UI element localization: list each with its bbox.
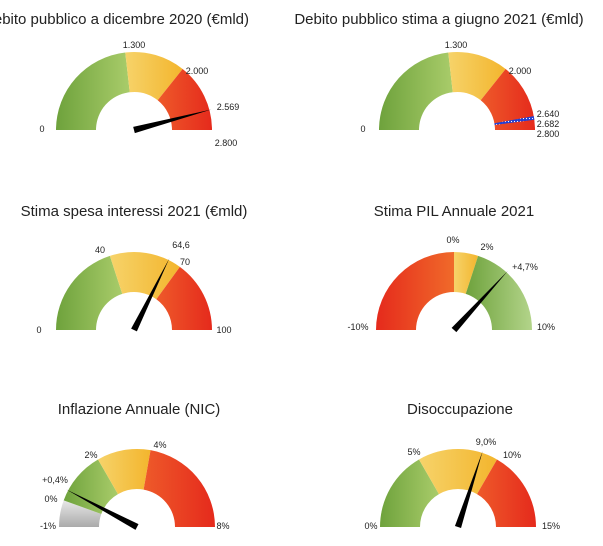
gauge-debito-dicembre: Debito pubblico a dicembre 2020 (€mld) 0… <box>0 11 249 148</box>
tick-label-40: 40 <box>95 245 105 255</box>
tick-label-1300: 1.300 <box>445 40 468 50</box>
gauge-band-red <box>376 252 454 330</box>
gauge-needle <box>66 489 139 530</box>
gauge-title: Disoccupazione <box>407 401 513 418</box>
gauge-band-yellow <box>454 252 479 294</box>
tick-label-5: 5% <box>407 447 420 457</box>
gauge-band-yellow <box>125 52 183 101</box>
tick-label-2000: 2.000 <box>186 66 209 76</box>
tick-label-max: 2.800 <box>215 138 238 148</box>
gauge-needles <box>451 270 508 333</box>
gauge-band-yellow <box>448 52 506 101</box>
gauge-bands <box>376 252 532 330</box>
gauge-bands <box>379 52 535 130</box>
extra-label-2682: 2.682 <box>537 119 560 129</box>
needle-label: +0,4% <box>42 475 68 485</box>
gauge-needle <box>451 270 508 333</box>
needle-label: 9,0% <box>476 437 497 447</box>
tick-label-min: 0 <box>360 124 365 134</box>
gauge-needles <box>133 109 212 134</box>
needle-label: +4,7% <box>512 262 538 272</box>
tick-label-0: 0% <box>44 494 57 504</box>
tick-label-max: 10% <box>537 322 555 332</box>
gauge-needles <box>454 450 483 528</box>
gauge-bands <box>56 252 212 330</box>
tick-label-max: 15% <box>542 521 560 531</box>
tick-label-min: 0 <box>36 325 41 335</box>
gauge-title: Inflazione Annuale (NIC) <box>58 401 221 418</box>
gauge-band-red <box>477 459 536 527</box>
tick-label-4: 4% <box>153 440 166 450</box>
gauge-highlight-band <box>494 116 535 125</box>
gauge-highlight <box>494 116 535 125</box>
gauge-band-red <box>157 69 212 130</box>
tick-label-70: 70 <box>180 257 190 267</box>
gauge-band-green <box>56 255 123 330</box>
gauge-band-gray <box>59 500 102 527</box>
gauge-band-yellow <box>109 252 180 300</box>
tick-label-10: 10% <box>503 450 521 460</box>
gauge-needles <box>131 258 170 332</box>
gauge-title: Stima spesa interessi 2021 (€mld) <box>21 203 248 220</box>
tick-label-min: -1% <box>40 521 56 531</box>
gauge-needle <box>133 109 212 134</box>
needle-label: 2.569 <box>217 102 240 112</box>
tick-label-2: 2% <box>84 450 97 460</box>
gauge-needle <box>454 450 483 528</box>
needle-label: 64,6 <box>172 240 190 250</box>
tick-label-max: 2.800 <box>537 129 560 139</box>
gauge-band-red <box>480 69 535 130</box>
gauge-band-yellow <box>98 449 151 495</box>
tick-label-min: -10% <box>347 322 368 332</box>
gauge-spesa-interessi: Stima spesa interessi 2021 (€mld) 0 40 7… <box>21 203 248 335</box>
tick-label-max: 8% <box>216 521 229 531</box>
gauge-needles <box>66 489 139 530</box>
tick-label-max: 100 <box>216 325 231 335</box>
tick-label-min: 0% <box>364 521 377 531</box>
extra-label-2640: 2.640 <box>537 109 560 119</box>
gauge-title: Debito pubblico stima a giugno 2021 (€ml… <box>294 11 583 28</box>
gauge-title: Debito pubblico a dicembre 2020 (€mld) <box>0 11 249 28</box>
gauge-band-green <box>465 255 532 330</box>
gauge-band-green <box>56 52 130 130</box>
gauge-band-red <box>143 450 216 527</box>
tick-label-2: 2% <box>480 242 493 252</box>
gauge-band-green <box>379 52 453 130</box>
gauge-band-red <box>156 266 212 330</box>
gauge-band-green <box>380 459 439 527</box>
gauge-disoccupazione: Disoccupazione 0% 5% 10% 15% 9,0% <box>364 401 560 531</box>
gauge-bands <box>59 449 216 527</box>
gauge-pil: Stima PIL Annuale 2021 -10% 0% 2% 10% +4… <box>347 203 555 333</box>
gauge-band-yellow <box>419 448 497 495</box>
gauge-needle <box>131 258 170 332</box>
tick-label-0: 0% <box>446 235 459 245</box>
gauge-bands <box>380 448 536 527</box>
gauge-debito-giugno: Debito pubblico stima a giugno 2021 (€ml… <box>294 11 583 139</box>
gauge-inflazione: Inflazione Annuale (NIC) -1% 0% 2% 4% 8%… <box>40 401 230 531</box>
tick-label-1300: 1.300 <box>123 40 146 50</box>
tick-label-2000: 2.000 <box>509 66 532 76</box>
gauge-bands <box>56 52 212 130</box>
gauge-title: Stima PIL Annuale 2021 <box>374 203 534 220</box>
gauge-band-green <box>63 459 118 515</box>
tick-label-min: 0 <box>39 124 44 134</box>
